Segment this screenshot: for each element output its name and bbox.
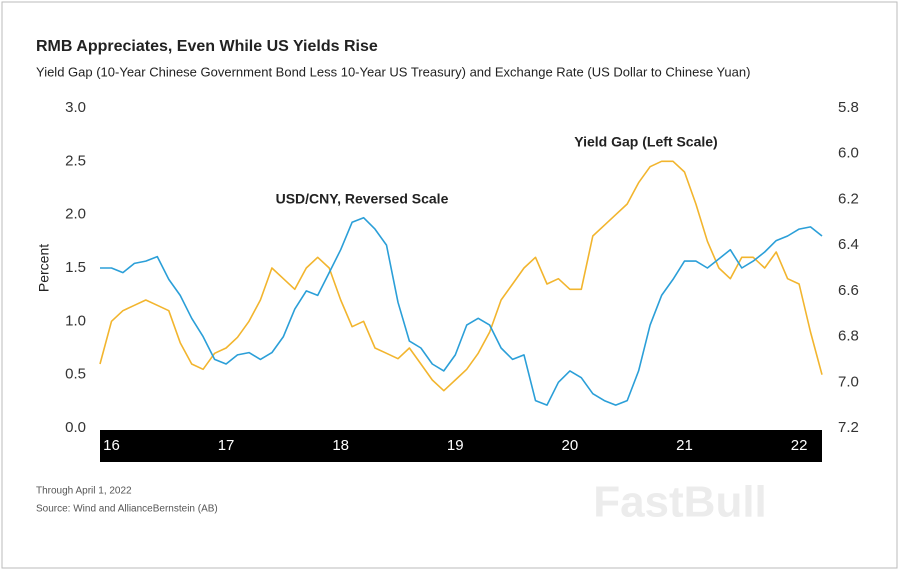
y-tick-label: 7.2 xyxy=(838,419,859,436)
y-axis-label: Percent xyxy=(36,244,52,292)
y-tick-label: 0.5 xyxy=(65,366,86,383)
y-tick-label: 6.8 xyxy=(838,328,859,345)
y-tick-label: 2.0 xyxy=(65,206,86,223)
y-tick-label: 6.2 xyxy=(838,190,859,207)
x-tick-label: 21 xyxy=(676,437,693,454)
series-line xyxy=(100,216,823,406)
y-tick-label: 6.4 xyxy=(838,236,859,253)
annotation: Yield Gap (Left Scale) xyxy=(574,134,717,150)
y-tick-label: 7.0 xyxy=(838,373,859,390)
y-tick-label: 3.0 xyxy=(65,99,86,116)
y-tick-label: 1.0 xyxy=(65,312,86,329)
x-tick-label: 20 xyxy=(562,437,579,454)
chart-title: RMB Appreciates, Even While US Yields Ri… xyxy=(36,38,378,55)
note: Through April 1, 2022 xyxy=(36,486,132,497)
x-tick-label: 19 xyxy=(447,437,464,454)
y-tick-label: 2.5 xyxy=(65,152,86,169)
y-tick-label: 6.6 xyxy=(838,282,859,299)
annotation: USD/CNY, Reversed Scale xyxy=(276,191,449,207)
series-line xyxy=(99,160,823,392)
x-tick-label: 18 xyxy=(332,437,349,454)
y-tick-label: 5.8 xyxy=(838,99,859,116)
chart-subtitle: Yield Gap (10-Year Chinese Government Bo… xyxy=(36,64,750,79)
y-tick-label: 0.0 xyxy=(65,419,86,436)
y-tick-label: 1.5 xyxy=(65,259,86,276)
x-tick-label: 17 xyxy=(218,437,235,454)
note: Source: Wind and AllianceBernstein (AB) xyxy=(36,504,218,515)
x-axis-band xyxy=(100,430,822,462)
x-tick-label: 22 xyxy=(791,437,808,454)
x-tick-label: 16 xyxy=(103,437,120,454)
watermark: FastBull xyxy=(593,478,767,527)
y-tick-label: 6.0 xyxy=(838,145,859,162)
